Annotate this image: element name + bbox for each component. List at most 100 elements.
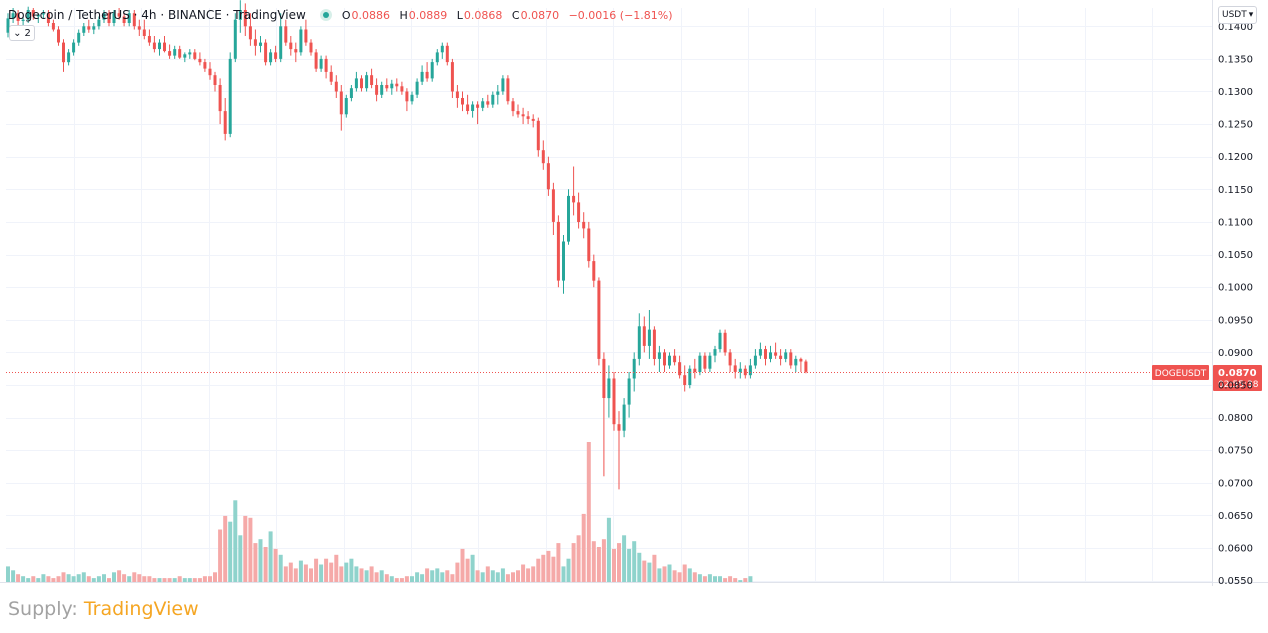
- candle-body: [708, 355, 712, 369]
- symbol-title[interactable]: Dogecoin / TetherUS · 4h · BINANCE · Tra…: [8, 8, 306, 22]
- volume-bar: [192, 578, 197, 582]
- candle-body: [87, 26, 91, 30]
- volume-bar: [672, 570, 677, 582]
- volume-bar: [273, 548, 278, 582]
- candle-body: [41, 13, 45, 15]
- candle-body: [728, 352, 732, 366]
- volume-bar: [425, 568, 430, 582]
- candle-body: [774, 352, 778, 356]
- candle-body: [314, 52, 318, 69]
- volume-bar: [41, 574, 46, 582]
- price-tick-label: 0.0850: [1218, 381, 1253, 392]
- ohlc-high-value: 0.0889: [408, 8, 448, 22]
- candle-body: [577, 202, 581, 222]
- candle-body: [365, 75, 369, 89]
- ohlc-open-value: 0.0886: [351, 8, 390, 22]
- currency-select[interactable]: USDT ▾: [1218, 6, 1258, 24]
- source-link[interactable]: TradingView: [83, 598, 199, 620]
- volume-bar: [556, 543, 561, 582]
- candle-body: [738, 368, 742, 372]
- volume-bar: [415, 572, 420, 582]
- candle-body: [562, 241, 565, 281]
- candle-body: [269, 52, 273, 63]
- candle-body: [420, 71, 424, 82]
- candle-body: [11, 13, 15, 19]
- candle-body: [349, 88, 353, 98]
- volume-bar: [329, 562, 334, 582]
- volume-bar: [511, 572, 515, 582]
- indicators-collapse-button[interactable]: ⌄ 2: [9, 25, 35, 41]
- chevron-down-icon: ▾: [1248, 10, 1254, 20]
- candle-body: [673, 355, 677, 363]
- volume-bar: [61, 572, 66, 582]
- volume-bar: [177, 576, 182, 582]
- price-tick-label: 0.0900: [1218, 348, 1253, 359]
- price-tick-label: 0.0950: [1218, 315, 1253, 326]
- volume-bar: [66, 574, 71, 582]
- ohlc-open-label: O: [341, 8, 351, 22]
- candle-body: [455, 91, 459, 98]
- candle-body: [435, 52, 439, 63]
- volume-bar: [617, 543, 621, 582]
- candle-body: [46, 13, 50, 23]
- candle-body: [62, 42, 65, 63]
- last-price-label: 0.0870: [1218, 368, 1257, 379]
- ohlc-change: −0.0016 (−1.81%): [568, 8, 673, 22]
- volume-bar: [71, 576, 76, 582]
- candle-body: [284, 26, 288, 43]
- chart-header: Dogecoin / TetherUS · 4h · BINANCE · Tra…: [8, 6, 673, 24]
- candle-body: [299, 29, 303, 53]
- ohlc-close-value: 0.0870: [520, 8, 560, 22]
- candle-body: [789, 352, 793, 366]
- candle-body: [617, 424, 621, 431]
- candle-body: [415, 81, 419, 95]
- candle-body: [481, 101, 485, 108]
- candle-body: [769, 352, 772, 359]
- candle-layer: [6, 0, 808, 490]
- symbol-price-tag: [1152, 365, 1209, 380]
- volume-bar: [682, 564, 687, 582]
- volume-bar: [455, 562, 460, 582]
- candle-body: [471, 104, 475, 111]
- candle-body: [253, 39, 257, 46]
- candle-body: [319, 58, 323, 69]
- volume-bar: [96, 576, 101, 582]
- candle-body: [339, 91, 343, 115]
- volume-bar: [748, 576, 753, 582]
- volume-bar: [21, 576, 26, 582]
- volume-bar: [420, 574, 425, 582]
- candle-body: [723, 332, 727, 353]
- candle-body: [602, 358, 606, 398]
- volume-bar: [364, 570, 369, 582]
- volume-bar: [450, 574, 455, 582]
- volume-bar: [637, 552, 642, 582]
- live-dot-icon: [319, 9, 332, 21]
- volume-bar: [410, 576, 414, 582]
- volume-bar: [652, 554, 657, 582]
- candle-body: [521, 114, 525, 117]
- candle-body: [703, 355, 707, 369]
- volume-bar: [627, 548, 632, 582]
- candle-body: [77, 32, 81, 43]
- volume-bar: [480, 572, 485, 582]
- candle-body: [238, 10, 242, 20]
- candle-body: [173, 49, 177, 56]
- candle-body: [612, 378, 616, 425]
- candle-body: [203, 62, 207, 69]
- candle-body: [516, 111, 520, 115]
- candle-body: [647, 329, 651, 346]
- volume-bar: [369, 566, 374, 582]
- volume-bar: [485, 566, 490, 582]
- price-axis[interactable]: 0.1400 0.1350 0.1300 0.1250 0.1200 0.1150 0.11…: [0, 0, 1268, 587]
- volume-bar: [324, 558, 329, 582]
- volume-bar: [278, 554, 283, 582]
- candle-body: [748, 365, 752, 376]
- volume-bar: [713, 576, 717, 582]
- candle-body: [122, 16, 126, 23]
- price-tick-label: 0.1350: [1218, 54, 1253, 65]
- candle-body: [183, 54, 187, 58]
- candle-body: [6, 18, 10, 33]
